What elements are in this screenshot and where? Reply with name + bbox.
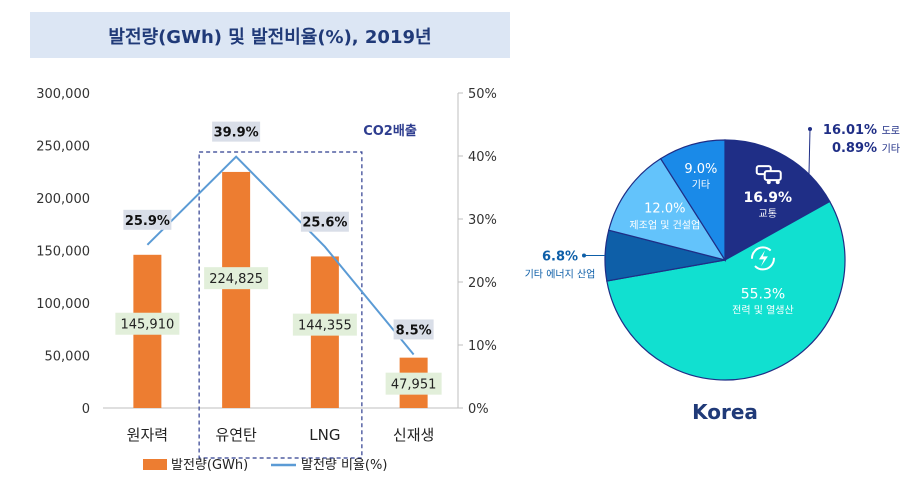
callout-leader-line (808, 128, 811, 175)
y2-tick-label: 0% (468, 402, 489, 417)
pie-slice (659, 139, 726, 263)
bar-value-bg (385, 372, 442, 395)
bar-value-label: 144,355 (298, 319, 352, 334)
pie-title: Korea (692, 400, 758, 424)
y-tick-label: 300,000 (36, 87, 90, 102)
line-value-bg (300, 211, 349, 232)
bar-chart: 0 50,000 100,000 150,000 200,000 250,000 300,0… (36, 87, 497, 459)
co2-annotation: CO2배출 (363, 123, 417, 139)
slice-value-label: 12.0% (644, 201, 685, 216)
legend-swatch-bar (143, 459, 167, 470)
slice-name-label: 제조업 및 건설업 (629, 218, 700, 231)
line-value-label: 25.9% (125, 214, 170, 229)
y2-tick-label: 10% (468, 339, 497, 354)
pie-slice (606, 200, 846, 381)
highlight-box (198, 151, 363, 459)
line-value-bg (123, 209, 172, 230)
callout-label: 0.89% 기타 (832, 141, 900, 156)
slice-value-label: 55.3% (741, 286, 785, 302)
bar-value-bg (115, 312, 180, 335)
slice-value-label: 9.0% (684, 162, 717, 177)
chart-title: 발전량(GWh) 및 발전비율(%), 2019년 (108, 27, 431, 48)
slice-name-label: 기타 에너지 산업 (525, 267, 596, 280)
x-tick-label: 원자력 (127, 426, 168, 444)
slice-value-label: 16.9% (743, 190, 792, 206)
pie-slice (608, 157, 727, 261)
x-tick-label: 유연탄 (215, 426, 257, 444)
line-value-label: 39.9% (214, 126, 259, 141)
slice-value-label: 6.8% (542, 249, 578, 264)
pie-chart: 16.9% 교통 55.3% 전력 및 열생산 12.0% 제조업 및 건설업 9.0% 기타… (525, 123, 900, 381)
y-tick-label: 100,000 (36, 297, 90, 312)
callout-dot (808, 127, 812, 131)
line-value-label: 8.5% (396, 323, 432, 338)
line-value-label: 25.6% (302, 216, 347, 231)
car-icon (755, 165, 782, 185)
bar-value-label: 224,825 (209, 272, 263, 287)
x-tick-label: LNG (309, 426, 340, 444)
title-banner (30, 12, 510, 58)
bar-value-bg (292, 313, 357, 336)
line-value-bg (393, 319, 434, 340)
y-tick-label: 250,000 (36, 140, 90, 155)
callout-label: 16.01% 도로 (823, 123, 900, 138)
bar-value-label: 145,910 (120, 318, 174, 333)
y2-tick-label: 40% (468, 150, 497, 165)
bar (222, 171, 251, 408)
bar-value-label: 47,951 (391, 378, 437, 393)
y2-tick-label: 50% (468, 87, 497, 102)
bar-value-bg (204, 267, 269, 290)
leader-dot (582, 253, 586, 258)
y-tick-label: 150,000 (36, 245, 90, 260)
legend-label-line: 발전량 비율(%) (301, 458, 387, 473)
line-value-bg (212, 121, 261, 142)
y-tick-label: 200,000 (36, 192, 90, 207)
ratio-line (146, 155, 415, 356)
slice-name-label: 교통 (759, 208, 777, 220)
y2-tick-label: 30% (468, 213, 497, 228)
y-tick-label: 0 (82, 402, 90, 417)
legend: 발전량(GWh) 발전량 비율(%) (143, 458, 387, 473)
slice-name-label: 전력 및 열생산 (732, 304, 794, 316)
power-cycle-icon (750, 246, 775, 271)
y-tick-label: 50,000 (45, 350, 91, 365)
legend-label-bar: 발전량(GWh) (171, 458, 248, 473)
slice-name-label: 기타 (692, 179, 710, 191)
y2-tick-label: 20% (468, 276, 497, 291)
pie-slice (724, 139, 831, 262)
x-tick-label: 신재생 (393, 426, 434, 444)
